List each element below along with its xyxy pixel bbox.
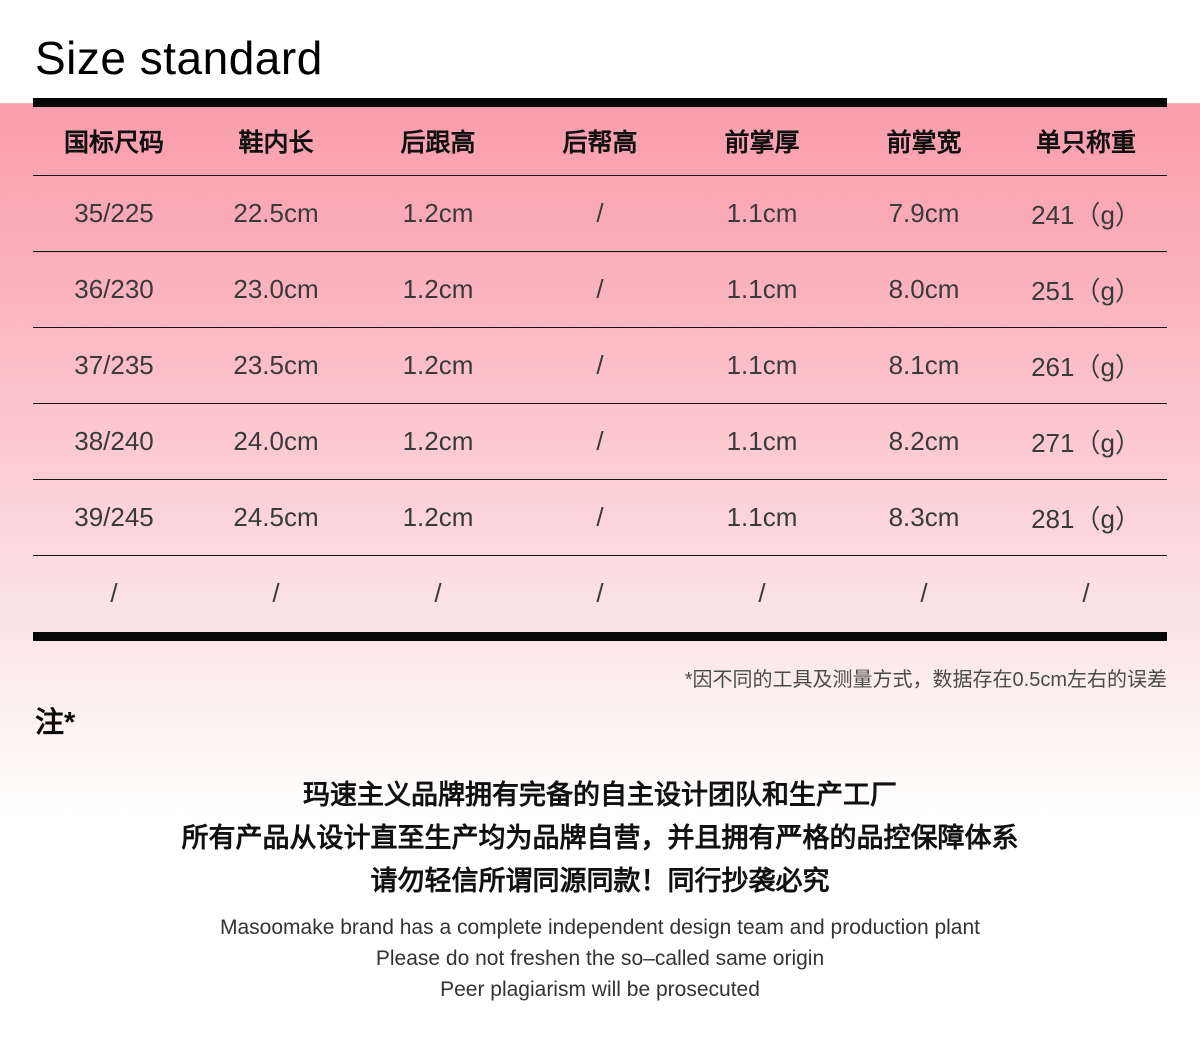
table-cell: 22.5cm — [233, 197, 319, 228]
table-cell: / — [434, 578, 442, 609]
table-cell: 38/240 — [74, 425, 154, 456]
table-cell: / — [758, 578, 766, 609]
table-cell: 23.0cm — [233, 273, 319, 304]
table-cell: 261（g） — [1031, 351, 1141, 382]
table-top-bar — [33, 97, 1167, 107]
table-cell: 1.2cm — [402, 425, 474, 456]
table-row: / / / / / / / — [33, 556, 1167, 632]
disclaimer-line: Please do not freshen the so–called same… — [375, 946, 825, 970]
table-cell: 7.9cm — [888, 197, 960, 228]
table-cell: 1.1cm — [726, 197, 798, 228]
column-header: 后跟高 — [400, 128, 476, 157]
table-cell: 1.2cm — [402, 273, 474, 304]
table-cell: 1.1cm — [726, 425, 798, 456]
table-row: 35/225 22.5cm 1.2cm / 1.1cm 7.9cm 241（g） — [33, 176, 1167, 252]
table-cell: 8.2cm — [888, 425, 960, 456]
table-cell: / — [110, 578, 118, 609]
disclaimer-line: Peer plagiarism will be prosecuted — [440, 977, 760, 1001]
table-cell: 241（g） — [1031, 199, 1141, 230]
table-cell: 1.1cm — [726, 501, 798, 532]
column-header: 前掌宽 — [886, 128, 962, 157]
column-header: 鞋内长 — [238, 128, 314, 157]
table-row: 38/240 24.0cm 1.2cm / 1.1cm 8.2cm 271（g） — [33, 404, 1167, 480]
disclaimer-line: Masoomake brand has a complete independe… — [219, 915, 980, 939]
table-cell: / — [272, 578, 280, 609]
table-cell: / — [920, 578, 928, 609]
table-cell: 23.5cm — [233, 349, 319, 380]
table-cell: / — [596, 501, 604, 532]
table-row: 36/230 23.0cm 1.2cm / 1.1cm 8.0cm 251（g） — [33, 252, 1167, 328]
note-label: 注* — [35, 706, 76, 739]
table-bottom-bar — [33, 631, 1167, 641]
table-cell: 281（g） — [1031, 503, 1141, 534]
table-cell: / — [596, 273, 604, 304]
table-cell: / — [596, 425, 604, 456]
table-cell: 37/235 — [74, 349, 154, 380]
brand-disclaimer-en: Masoomake brand has a complete independe… — [0, 912, 1200, 1005]
table-cell: 1.1cm — [726, 273, 798, 304]
disclaimer-line: 请勿轻信所谓同源同款！同行抄袭必究 — [370, 865, 830, 896]
measurement-tolerance-note: *因不同的工具及测量方式，数据存在0.5cm左右的误差 — [684, 668, 1167, 691]
column-header: 国标尺码 — [63, 128, 164, 157]
table-cell: 251（g） — [1031, 275, 1141, 306]
table-cell: / — [596, 197, 604, 228]
column-header: 单只称重 — [1035, 128, 1136, 157]
table-header-row: 国标尺码 鞋内长 后跟高 后帮高 前掌厚 前掌宽 单只称重 — [33, 107, 1167, 176]
table-row: 39/245 24.5cm 1.2cm / 1.1cm 8.3cm 281（g） — [33, 480, 1167, 556]
table-cell: / — [596, 578, 604, 609]
table-cell: 35/225 — [74, 197, 154, 228]
page-title: Size standard — [35, 32, 323, 84]
disclaimer-line: 玛速主义品牌拥有完备的自主设计团队和生产工厂 — [303, 779, 897, 810]
table-cell: 1.2cm — [402, 349, 474, 380]
table-cell: 8.1cm — [888, 349, 960, 380]
table-cell: 8.3cm — [888, 501, 960, 532]
brand-disclaimer-zh: 玛速主义品牌拥有完备的自主设计团队和生产工厂 所有产品从设计直至生产均为品牌自营… — [0, 774, 1200, 903]
size-table: 国标尺码 鞋内长 后跟高 后帮高 前掌厚 前掌宽 单只称重 35/225 22.… — [33, 97, 1167, 641]
column-header: 前掌厚 — [724, 128, 800, 157]
table-cell: / — [596, 349, 604, 380]
table-cell: 1.2cm — [402, 501, 474, 532]
table-cell: 24.0cm — [233, 425, 319, 456]
table-cell: 36/230 — [74, 273, 154, 304]
table-row: 37/235 23.5cm 1.2cm / 1.1cm 8.1cm 261（g） — [33, 328, 1167, 404]
table-cell: 1.2cm — [402, 197, 474, 228]
table-cell: / — [1082, 578, 1090, 609]
table-cell: 271（g） — [1031, 427, 1141, 458]
column-header: 后帮高 — [562, 128, 638, 157]
disclaimer-line: 所有产品从设计直至生产均为品牌自营，并且拥有严格的品控保障体系 — [181, 822, 1019, 853]
table-cell: 39/245 — [74, 501, 154, 532]
table-cell: 1.1cm — [726, 349, 798, 380]
table-cell: 8.0cm — [888, 273, 960, 304]
table-cell: 24.5cm — [233, 501, 319, 532]
